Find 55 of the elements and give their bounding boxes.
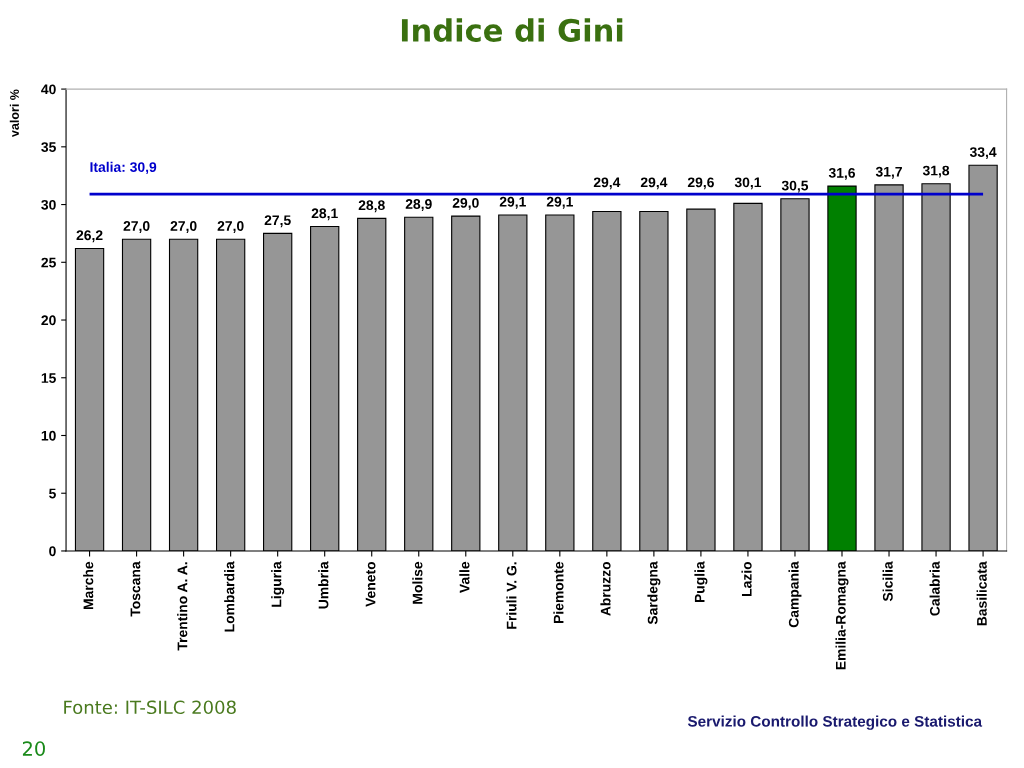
data-label: 29,1: [499, 196, 526, 209]
x-tick-label: Abruzzo: [600, 561, 611, 616]
data-label: 29,0: [452, 197, 479, 210]
data-label: 28,9: [405, 199, 432, 211]
data-label: 29,4: [640, 177, 668, 190]
data-label: 29,4: [593, 177, 621, 190]
text: Servizio Controllo Strategico e Statistica: [687, 715, 983, 730]
x-tick-label: Calabria: [929, 561, 940, 616]
data-label: 27,0: [123, 221, 150, 233]
data-label: 27,0: [170, 221, 197, 233]
data-label: 28,8: [358, 200, 385, 213]
text: 20: [22, 741, 45, 756]
y-tick-label: 15: [41, 373, 56, 383]
y-tick-label: 10: [41, 430, 56, 441]
y-tick-label: 35: [41, 142, 56, 153]
x-tick-label: Lazio: [741, 561, 752, 596]
data-label: 27,0: [217, 221, 244, 233]
x-tick-label: Campania: [788, 561, 802, 628]
x-tick-label: Emilia-Romagna: [835, 561, 849, 670]
y-tick-label: 30: [41, 199, 56, 210]
y-tick-label: 40: [41, 84, 56, 95]
y-tick-label: 0: [49, 546, 56, 557]
ref-line-label: Italia: 30,9: [90, 161, 157, 174]
x-tick-label: Lombardia: [224, 561, 235, 632]
x-tick-label: Sardegna: [647, 561, 661, 625]
y-tick-label: 20: [41, 315, 56, 326]
data-label: 26,2: [76, 230, 103, 243]
data-label: 28,1: [311, 208, 338, 221]
y-tick-label: 25: [41, 257, 56, 268]
data-label: 31,7: [875, 166, 902, 179]
data-label: 30,1: [734, 177, 762, 190]
y-axis-title: valori %: [9, 89, 19, 137]
x-tick-label: Friuli V. G.: [506, 562, 517, 629]
data-label: 33,4: [969, 147, 997, 160]
x-tick-label: Marche: [83, 561, 94, 610]
data-label: 31,8: [922, 165, 950, 178]
x-tick-label: Veneto: [365, 561, 376, 607]
source-note: Fonte: IT-SILC 2008: [64, 700, 236, 715]
x-tick-label: Valle: [459, 561, 470, 593]
x-tick-label: Puglia: [694, 561, 708, 603]
x-tick-label: Piemonte: [553, 561, 564, 623]
chart-title: Indice di Gini: [401, 18, 623, 42]
x-tick-label: Basilicata: [976, 561, 987, 626]
data-label: 31,6: [828, 167, 856, 180]
x-tick-label: Sicilia: [882, 561, 893, 602]
data-label: 29,6: [687, 177, 714, 190]
x-tick-label: Liguria: [271, 561, 285, 607]
x-tick-label: Umbria: [318, 561, 329, 609]
data-label: 30,5: [781, 180, 809, 193]
x-tick-label: Toscana: [130, 561, 141, 617]
data-label: 27,5: [264, 215, 291, 228]
x-tick-label: Molise: [412, 561, 423, 604]
data-label: 29,1: [546, 196, 573, 209]
y-tick-label: 5: [49, 488, 56, 499]
x-tick-label: Trentino A. A.: [177, 562, 188, 651]
